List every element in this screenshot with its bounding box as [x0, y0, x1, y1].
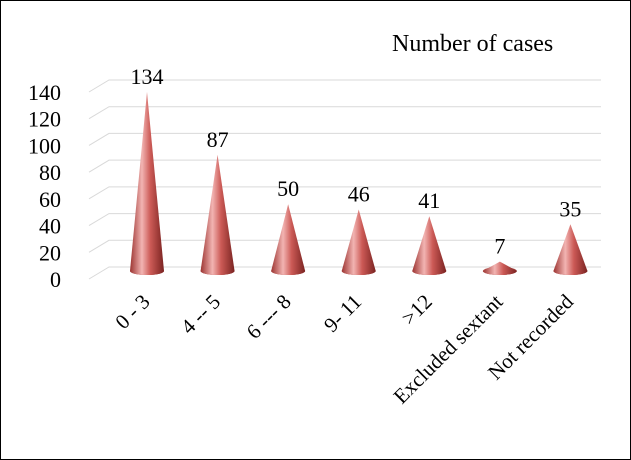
- cone-bar: [200, 154, 235, 275]
- y-tick-label: 100: [28, 133, 61, 158]
- y-tick-label: 20: [39, 240, 61, 265]
- cone-body: [553, 224, 588, 275]
- category-label: 4 -- 5: [176, 290, 225, 339]
- cone-body: [200, 154, 235, 275]
- cone-bar: [412, 216, 447, 275]
- y-tick-label: 40: [39, 214, 61, 239]
- cone-bar: [482, 261, 517, 275]
- cone-body: [412, 216, 447, 275]
- y-tick-label: 80: [39, 160, 61, 185]
- gridline: [88, 106, 601, 120]
- category-label: >12: [397, 290, 437, 330]
- gridline: [88, 132, 601, 146]
- cone-bar: [553, 224, 588, 275]
- cone-bar: [130, 92, 164, 275]
- data-label: 35: [559, 196, 581, 221]
- data-labels: 134 87 50 46 41 7 35: [131, 64, 582, 259]
- cone-bar: [341, 209, 376, 275]
- data-label: 46: [348, 182, 370, 207]
- gridline: [88, 186, 601, 200]
- cone-bar: [271, 204, 306, 275]
- gridline: [88, 213, 601, 227]
- cone-body: [482, 261, 517, 275]
- gridline: [88, 79, 601, 93]
- data-label: 7: [494, 234, 505, 259]
- category-label: 0 - 3: [110, 290, 154, 334]
- category-label: 9- 11: [319, 290, 366, 337]
- y-tick-label: 0: [50, 267, 61, 292]
- y-tick-label: 60: [39, 187, 61, 212]
- cone-series: [130, 92, 588, 275]
- y-tick-label: 140: [28, 80, 61, 105]
- data-label: 41: [418, 188, 440, 213]
- gridline: [88, 239, 601, 253]
- cone-body: [341, 209, 376, 275]
- data-label: 50: [277, 176, 299, 201]
- legend-label: Number of cases: [392, 31, 553, 57]
- cone-body: [130, 92, 164, 275]
- data-label: 134: [131, 64, 164, 89]
- y-tick-label: 120: [28, 107, 61, 132]
- gridlines: [88, 79, 601, 280]
- gridline: [88, 159, 601, 173]
- data-label: 87: [207, 127, 229, 152]
- cone-body: [271, 204, 306, 275]
- category-label: 6 --- 8: [242, 290, 296, 344]
